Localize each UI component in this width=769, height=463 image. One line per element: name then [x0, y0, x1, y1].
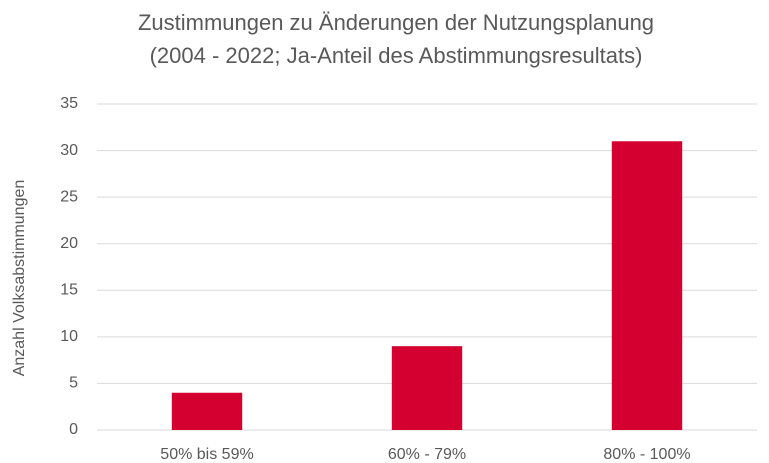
- y-tick-label: 0: [69, 421, 78, 438]
- y-tick-label: 20: [60, 235, 78, 252]
- y-tick-label: 30: [60, 142, 78, 159]
- y-tick-label: 25: [60, 188, 78, 205]
- bar: [171, 392, 243, 430]
- y-tick-label: 15: [60, 282, 78, 299]
- y-axis-label: Anzahl Volksabstimmungen: [11, 180, 28, 377]
- x-tick-label: 80% - 100%: [603, 446, 690, 463]
- x-tick-label: 60% - 79%: [388, 446, 466, 463]
- bar: [611, 141, 683, 430]
- x-tick-label: 50% bis 59%: [160, 446, 253, 463]
- y-tick-label: 5: [69, 375, 78, 392]
- bar: [391, 346, 463, 430]
- y-tick-label: 35: [60, 95, 78, 112]
- chart-title: Zustimmungen zu Änderungen der Nutzungsp…: [138, 10, 654, 35]
- y-tick-label: 10: [60, 328, 78, 345]
- chart-subtitle: (2004 - 2022; Ja-Anteil des Abstimmungsr…: [150, 43, 643, 68]
